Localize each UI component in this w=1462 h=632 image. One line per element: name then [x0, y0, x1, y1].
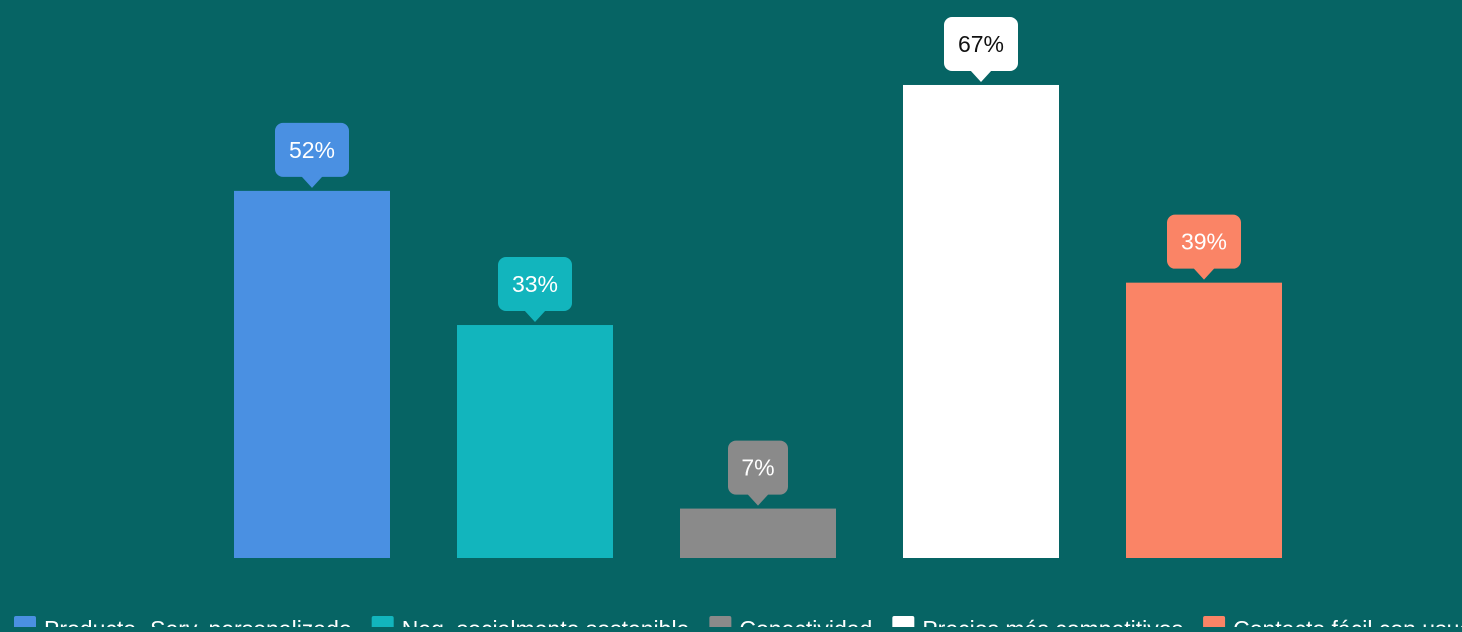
- bar-5: [1126, 282, 1282, 558]
- legend-label: Conectividad: [739, 616, 872, 627]
- value-label-3: 7%: [728, 440, 788, 506]
- legend-swatch: [371, 616, 394, 632]
- value-label-box: [1167, 214, 1241, 269]
- value-labels-layer: 52% 33% 7% 67% 39%: [275, 16, 1241, 506]
- value-label-box: [728, 440, 788, 495]
- legend-label: Producto- Serv. personalizado: [44, 616, 352, 627]
- value-label-1: 52%: [275, 122, 349, 188]
- legend-item-2: Neg. socialmente sostenible: [371, 616, 690, 632]
- value-label-box: [275, 122, 349, 177]
- value-label-box: [944, 16, 1018, 71]
- value-label-text: 33%: [512, 271, 558, 297]
- legend-item-3: Conectividad: [709, 616, 872, 632]
- legend-item-4: Precios más competitivos: [892, 616, 1183, 632]
- bar-2: [457, 325, 613, 558]
- legend-swatch: [892, 616, 915, 632]
- value-label-4: 67%: [944, 16, 1018, 82]
- value-label-pointer: [747, 493, 769, 506]
- legend: Producto- Serv. personalizado Neg. social…: [14, 616, 1462, 632]
- legend-swatch: [14, 616, 36, 632]
- legend-swatch: [709, 616, 732, 632]
- legend-item-5: Contacto fácil con usuarios: [1203, 616, 1462, 632]
- legend-label: Contacto fácil con usuarios: [1233, 616, 1462, 627]
- value-label-pointer: [1193, 267, 1215, 280]
- value-label-text: 67%: [958, 31, 1004, 57]
- legend-swatch: [1203, 616, 1226, 632]
- legend-label: Precios más competitivos: [922, 616, 1183, 627]
- value-label-pointer: [524, 310, 546, 323]
- legend-item-1: Producto- Serv. personalizado: [14, 616, 352, 632]
- bars-layer: [234, 84, 1282, 558]
- bar-1: [234, 190, 390, 558]
- value-label-text: 39%: [1181, 229, 1227, 255]
- legend-label: Neg. socialmente sostenible: [402, 616, 690, 627]
- value-label-pointer: [970, 69, 992, 82]
- value-label-5: 39%: [1167, 214, 1241, 280]
- value-label-text: 7%: [741, 455, 774, 481]
- value-label-text: 52%: [289, 137, 335, 163]
- bar-3: [680, 508, 836, 558]
- value-label-box: [498, 257, 572, 312]
- value-label-2: 33%: [498, 257, 572, 323]
- value-label-pointer: [301, 175, 323, 188]
- bar-4: [903, 84, 1059, 558]
